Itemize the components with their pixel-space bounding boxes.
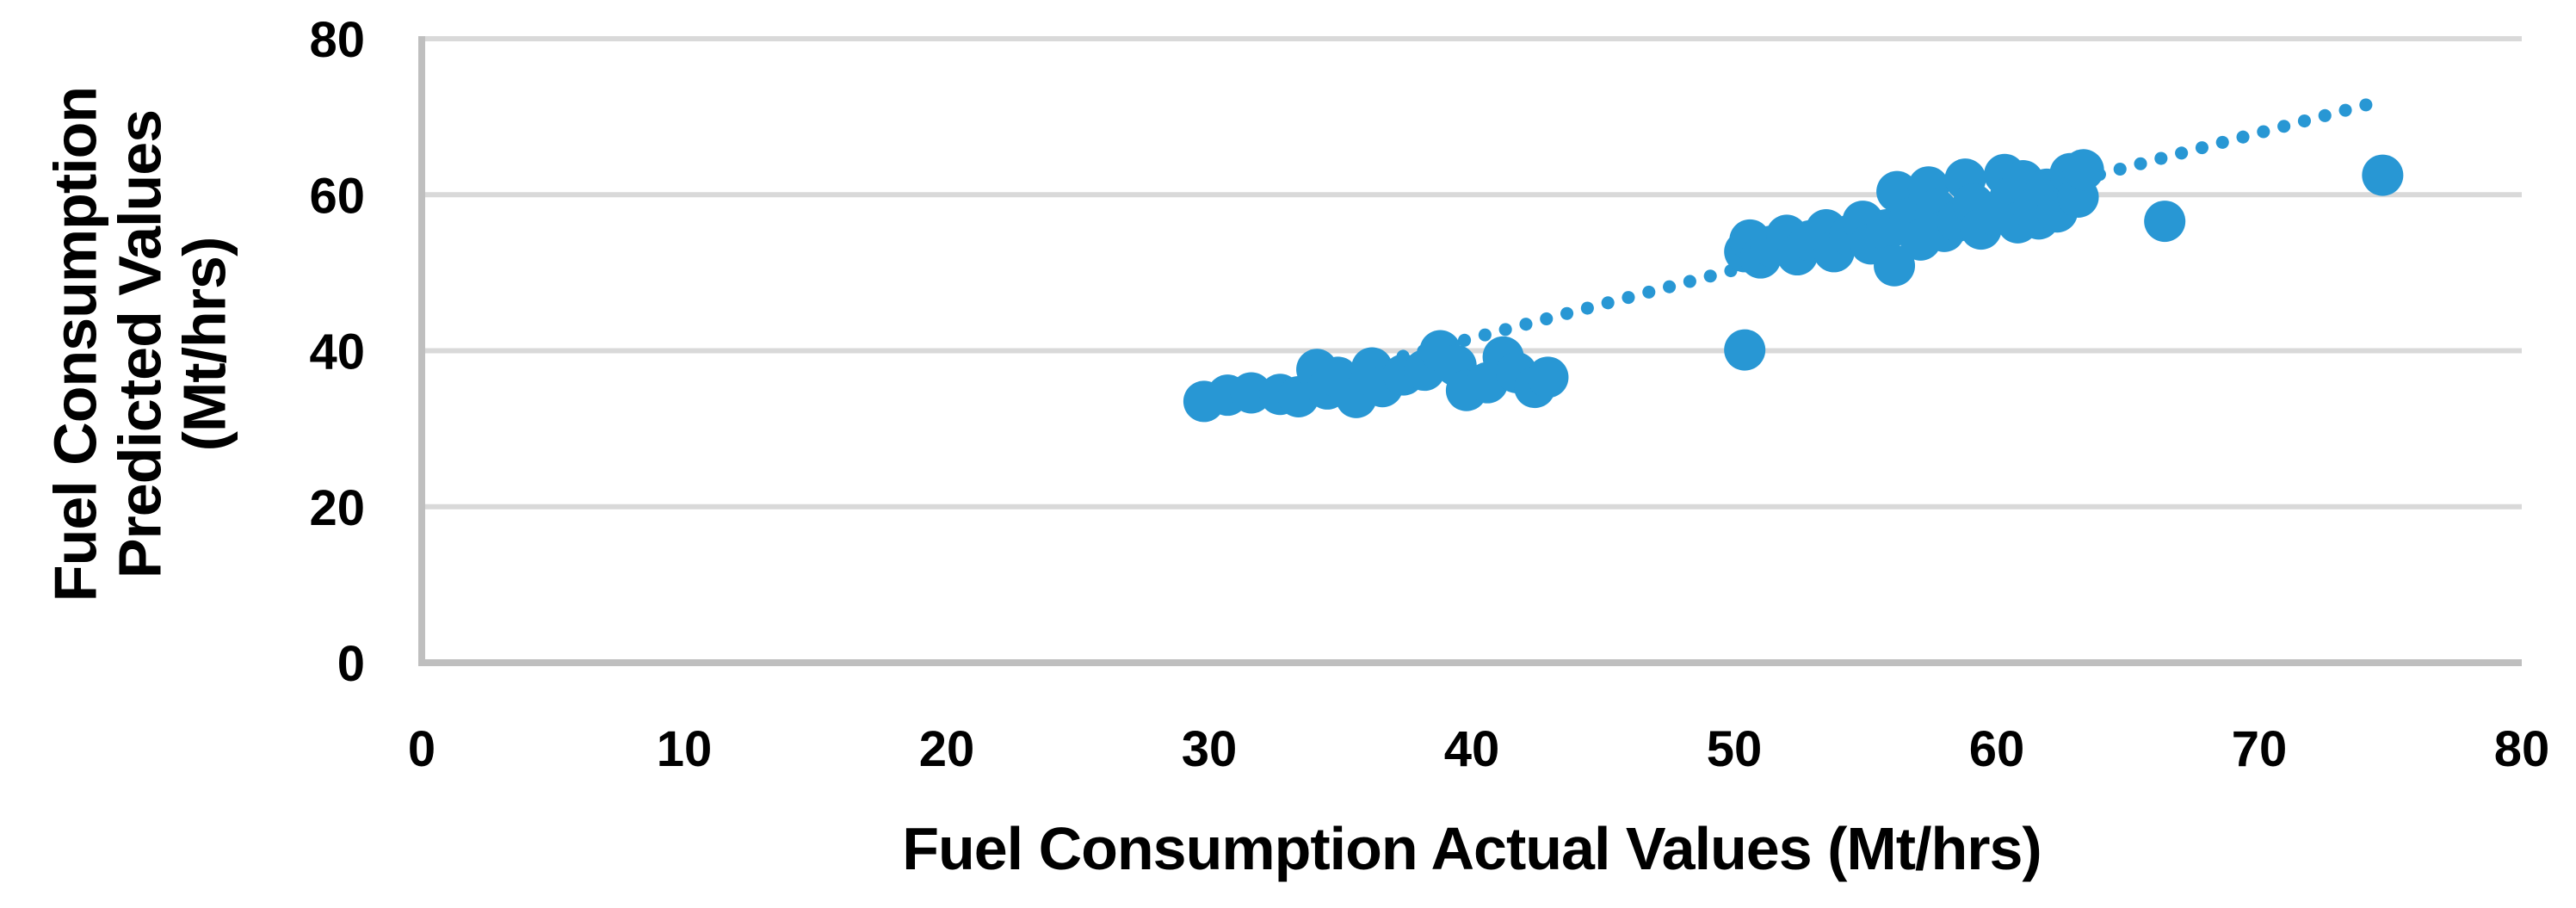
y-tick-label: 80 — [309, 12, 365, 68]
data-point — [1527, 356, 1569, 398]
x-tick-label: 40 — [1444, 721, 1500, 777]
x-tick-label: 70 — [2232, 721, 2288, 777]
y-axis-title: Fuel Consumption Predicted Values (Mt/hr… — [41, 86, 238, 602]
y-axis-title-line-1: Fuel Consumption — [41, 86, 109, 602]
y-axis-title-line-2: Predicted Values — [106, 109, 174, 579]
data-point — [1724, 329, 1766, 371]
x-tick-label: 30 — [1182, 721, 1238, 777]
x-tick-label: 20 — [919, 721, 975, 777]
x-tick-label: 80 — [2494, 721, 2550, 777]
data-point — [2144, 201, 2186, 243]
data-point — [2362, 154, 2404, 196]
y-tick-label: 0 — [337, 636, 365, 692]
y-tick-label: 40 — [309, 324, 365, 380]
y-tick-label: 60 — [309, 168, 365, 224]
x-tick-label: 10 — [657, 721, 713, 777]
y-axis-title-line-3: (Mt/hrs) — [170, 237, 238, 452]
data-point — [2062, 149, 2104, 191]
data-point — [1874, 244, 1916, 287]
x-tick-label: 0 — [408, 721, 436, 777]
x-axis-title: Fuel Consumption Actual Values (Mt/hrs) — [902, 815, 2042, 882]
x-tick-label: 50 — [1707, 721, 1763, 777]
y-tick-label: 20 — [309, 480, 365, 536]
x-tick-label: 60 — [1969, 721, 2025, 777]
